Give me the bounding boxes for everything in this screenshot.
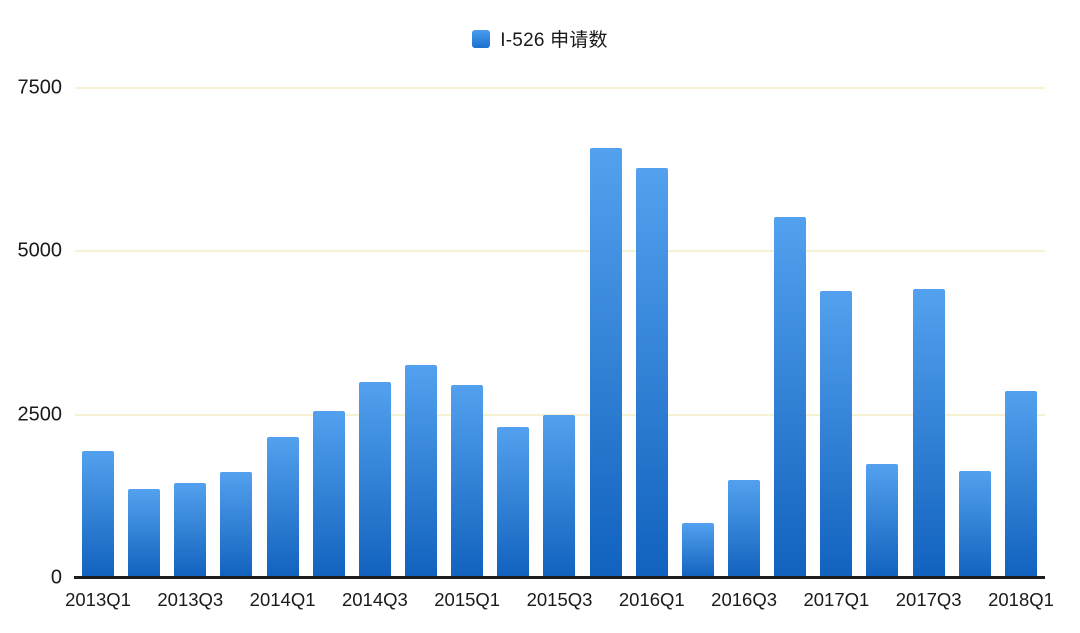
bar-2017Q1 [820,290,853,578]
bar-2013Q2 [128,488,161,578]
bar-2013Q4 [220,472,253,578]
gridline-7500 [75,87,1045,89]
bar-2014Q2 [312,411,345,578]
y-tick-label-2500: 2500 [17,403,63,426]
bar-2016Q1 [635,167,668,578]
gridline-5000 [75,250,1045,253]
x-tick-label-2016Q3: 2016Q3 [711,589,778,610]
bar-2014Q4 [404,365,437,578]
x-axis-line [74,576,1045,579]
bar-2014Q1 [266,436,299,578]
y-axis-labels: 0 2500 5000 7500 [18,77,1045,589]
legend-label: I-526 申请数 [500,30,608,51]
legend-swatch-icon [472,29,491,48]
bar-2014Q3 [358,382,391,578]
y-tick-label-0: 0 [50,566,62,589]
y-tick-label-5000: 5000 [17,239,63,262]
bar-2018Q1 [1004,390,1037,578]
y-tick-label-7500: 7500 [17,76,63,99]
bar-2017Q4 [958,470,991,578]
bar-2015Q4 [589,148,622,578]
bar-2015Q2 [497,427,530,578]
bar-2016Q2 [681,522,714,578]
bar-2013Q3 [174,482,207,578]
x-tick-label-2013Q3: 2013Q3 [157,589,224,610]
bar-2017Q2 [866,464,899,578]
bar-2016Q4 [774,217,807,578]
bar-2016Q3 [727,480,760,578]
x-tick-label-2017Q1: 2017Q1 [803,589,870,610]
x-tick-label-2017Q3: 2017Q3 [895,589,962,610]
x-tick-label-2015Q1: 2015Q1 [434,589,501,610]
bar-2015Q3 [543,414,576,578]
x-tick-label-2014Q3: 2014Q3 [341,589,408,610]
x-tick-label-2013Q1: 2013Q1 [65,589,131,610]
plot-area: 0 2500 5000 7500 2013Q1 2013Q3 2014Q1 2014Q3 20… [18,77,1054,611]
bars-container [82,88,1037,578]
x-tick-label-2015Q3: 2015Q3 [526,589,593,610]
bar-2013Q1 [82,450,114,578]
legend: I-526 申请数 [0,25,1080,52]
x-tick-label-2018Q1: 2018Q1 [988,589,1054,610]
bar-2017Q3 [912,289,945,578]
x-axis-labels: 2013Q1 2013Q3 2014Q1 2014Q3 2015Q1 2015Q3 2016… [65,589,1054,613]
x-tick-label-2016Q1: 2016Q1 [618,589,685,610]
bar-2015Q1 [451,385,484,578]
x-tick-label-2014Q1: 2014Q1 [249,589,316,610]
